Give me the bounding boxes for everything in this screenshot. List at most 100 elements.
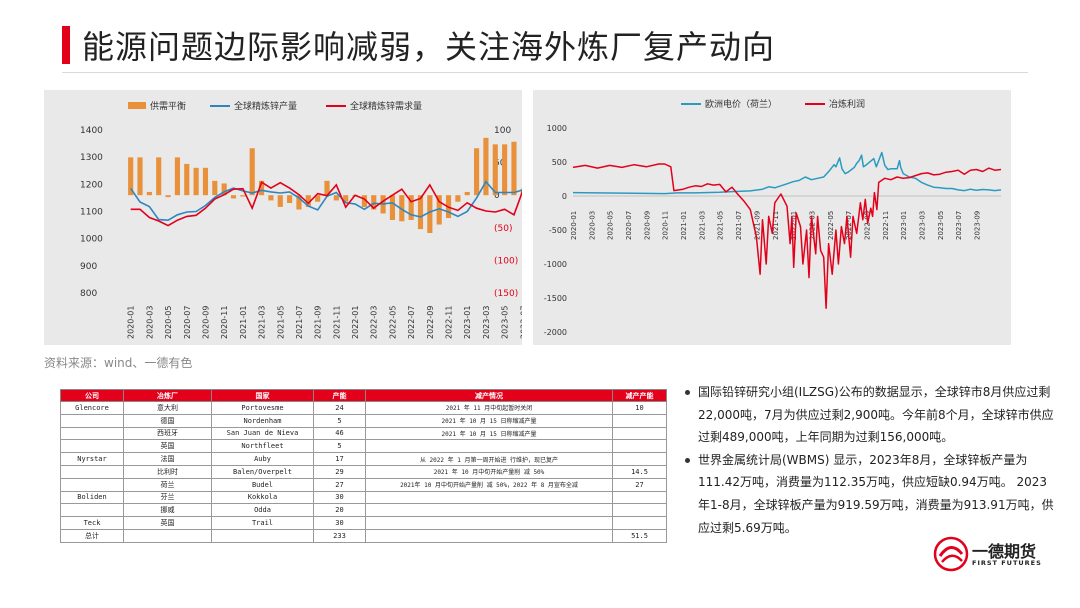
table-cell <box>612 452 667 466</box>
table-cell: Balen/Overpelt <box>211 464 314 479</box>
table-row: 英国 Northfleet 5 <box>60 439 667 454</box>
data-source-note: 资料来源：wind、一德有色 <box>44 356 193 370</box>
bullet-ilzsg: 国际铅锌研究小组(ILZSG)公布的数据显示，全球锌市8月供应过剩22,000吨… <box>684 381 1056 449</box>
x-tick-label: 2020-11 <box>220 306 229 339</box>
legend-swatch-balance <box>128 102 146 109</box>
x-tick-label: 2023-03 <box>919 211 927 240</box>
table-cell <box>612 490 667 505</box>
table-header-1: 冶炼厂 <box>123 389 212 402</box>
balance-bar <box>455 195 461 202</box>
x-tick-label: 2022-11 <box>882 211 890 240</box>
x-tick-label: 2023-03 <box>482 306 491 339</box>
balance-bar <box>268 195 274 201</box>
company-logo: 一德期货 FIRST FUTURES <box>932 534 1042 576</box>
table-header-4: 减产情况 <box>365 389 613 402</box>
x-tick-label: 2020-09 <box>643 211 651 240</box>
table-cell: 从 2022 年 1 月第一周开始进 行维护，现已复产 <box>365 452 613 466</box>
table-cell <box>365 503 613 518</box>
logo-emblem-icon <box>933 536 969 572</box>
x-tick-label: 2023-01 <box>900 211 908 240</box>
table-cell: 14.5 <box>612 464 667 479</box>
balance-bar <box>315 195 321 202</box>
balance-bar <box>502 144 508 196</box>
y-tick-label: -500 <box>549 226 567 235</box>
legend-label-power-price: 欧洲电价（荷兰） <box>705 98 777 110</box>
table-cell: 荷兰 <box>123 477 212 492</box>
table-cell <box>123 528 212 543</box>
legend-label-demand: 全球精炼锌需求量 <box>350 100 422 112</box>
table-cell: 2021 年 10 月 15 日称缩减产量 <box>365 426 613 441</box>
balance-bar <box>371 195 377 210</box>
y-tick-label: 0 <box>562 192 567 201</box>
x-tick-label: 2022-07 <box>845 211 853 240</box>
table-cell: Trail <box>211 516 314 530</box>
table-row: Boliden 芬兰 Kokkola 30 <box>60 490 667 505</box>
balance-bar <box>193 167 199 196</box>
balance-bar <box>436 195 442 225</box>
logo-wordmark: 一德期货 <box>972 542 1037 561</box>
y-right-tick-label: (100) <box>494 256 518 266</box>
balance-bar <box>128 157 134 196</box>
table-cell <box>60 426 124 441</box>
table-cell: 2021 年 10 月中旬开始产量削 减 50% <box>365 464 613 479</box>
x-tick-label: 2020-09 <box>201 306 210 339</box>
table-cell <box>60 439 124 454</box>
balance-bar <box>399 195 405 222</box>
x-tick-label: 2021-09 <box>753 211 761 240</box>
x-tick-label: 2023-01 <box>463 306 472 339</box>
y-tick-label: -2000 <box>544 328 567 337</box>
table-cell <box>211 528 314 543</box>
balance-bar <box>184 163 190 196</box>
table-cell <box>365 516 613 530</box>
table-cell: 西班牙 <box>123 426 212 441</box>
x-tick-label: 2020-01 <box>127 306 136 339</box>
table-cell: 总计 <box>60 528 124 543</box>
balance-bar <box>492 144 498 196</box>
table-header-2: 国家 <box>211 389 314 402</box>
table-cell: 30 <box>313 516 366 530</box>
balance-bar <box>417 195 424 230</box>
x-tick-label: 2021-07 <box>295 306 304 339</box>
table-cell: Portovesme <box>211 401 314 415</box>
table-cell: 27 <box>313 477 366 492</box>
x-tick-label: 2022-05 <box>827 211 835 240</box>
x-tick-label: 2021-03 <box>258 306 267 339</box>
y-left-tick-label: 900 <box>80 262 97 272</box>
balance-bar <box>165 195 171 198</box>
balance-bar <box>520 188 522 196</box>
balance-bar <box>249 148 255 196</box>
table-row: 德国 Nordenham 5 2021 年 10 月 15 日称缩减产量 <box>60 413 667 428</box>
balance-bar <box>408 195 414 220</box>
balance-bar <box>474 148 480 196</box>
table-cell: 27 <box>612 477 667 492</box>
table-header-row: 公司 冶炼厂 国家 产能 减产情况 减产产能 <box>60 389 667 402</box>
table-cell <box>612 439 667 454</box>
balance-bar <box>324 180 330 196</box>
table-cell: 2021 年 11 月中旬起暂时关闭 <box>365 401 613 415</box>
table-cell: San Juan de Nieva <box>211 426 314 441</box>
table-cell: 2021年 10 月中旬开始产量削 减 50%，2022 年 8 月宣布全减 <box>365 477 613 492</box>
table-cell: 24 <box>313 401 366 415</box>
balance-bar <box>202 167 209 196</box>
x-tick-label: 2023-07 <box>519 306 522 339</box>
table-cell: 20 <box>313 503 366 518</box>
table-cell <box>365 490 613 505</box>
y-tick-label: -1500 <box>544 294 567 303</box>
table-cell: 2021 年 10 月 15 日称缩减产量 <box>365 413 613 428</box>
power-price-profit-chart-panel: 欧洲电价（荷兰） 冶炼利润 1000 500 0 -500 -1000 -1500 -2000 2… <box>533 90 1011 345</box>
table-row: Teck 英国 Trail 30 <box>60 516 667 530</box>
table-header-3: 产能 <box>313 389 366 402</box>
y-right-tick-label: (50) <box>494 224 512 234</box>
table-cell <box>365 528 613 543</box>
commentary-bullets: 国际铅锌研究小组(ILZSG)公布的数据显示，全球锌市8月供应过剩22,000吨… <box>684 381 1056 539</box>
table-cell: Budel <box>211 477 314 492</box>
title-accent-bar <box>62 26 70 64</box>
profit-line <box>572 163 1002 309</box>
balance-bar <box>511 141 517 196</box>
table-cell: 233 <box>313 528 366 543</box>
table-cell: Auby <box>211 452 314 466</box>
balance-bar <box>296 195 302 210</box>
table-header-5: 减产产能 <box>612 389 667 402</box>
table-cell <box>612 516 667 530</box>
table-cell: 51.5 <box>612 528 667 543</box>
